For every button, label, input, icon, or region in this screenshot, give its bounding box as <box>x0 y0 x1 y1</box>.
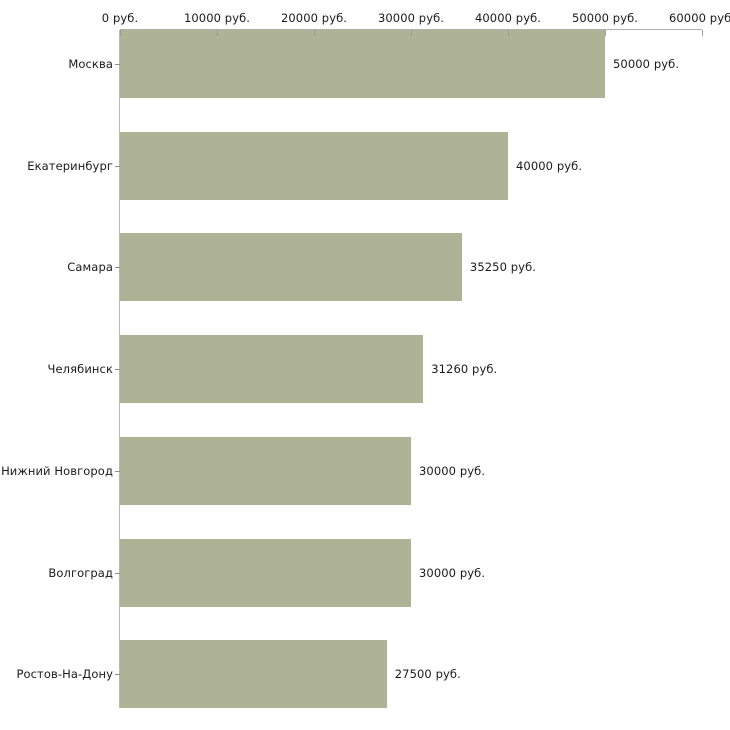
x-axis-tick <box>410 30 412 36</box>
bar[interactable] <box>120 436 411 505</box>
y-axis-spine-segment <box>119 606 120 709</box>
bar-value-label: 50000 руб. <box>613 57 680 71</box>
bar-value-label: 30000 руб. <box>419 463 486 478</box>
bar-value-label: 27500 руб. <box>394 667 461 682</box>
category-label: Екатеринбург <box>27 158 113 173</box>
x-axis-tick-label: 60000 руб. <box>668 11 730 25</box>
category-label: Москва <box>68 57 113 71</box>
y-axis-tick <box>115 674 120 675</box>
category-label: Нижний Новгород <box>1 463 113 478</box>
y-axis-spine-segment <box>119 97 120 200</box>
bar[interactable] <box>120 538 411 607</box>
category-label: Ростов-На-Дону <box>16 667 113 682</box>
bar-value-label: 40000 руб. <box>516 158 583 173</box>
category-label: Волгоград <box>48 565 113 580</box>
x-axis-tick-label: 40000 руб. <box>474 11 542 25</box>
x-axis-tick <box>507 30 509 36</box>
bar[interactable] <box>120 640 387 709</box>
x-axis-tick <box>604 30 606 36</box>
category-label: Челябинск <box>47 362 113 377</box>
y-axis-spine-segment <box>119 402 120 505</box>
x-axis-tick <box>216 30 218 36</box>
x-axis-tick <box>119 30 121 36</box>
x-axis-tick <box>701 30 703 36</box>
x-axis-tick-label: 20000 руб. <box>280 11 348 25</box>
y-axis-tick <box>115 267 120 268</box>
x-axis-tick-label: 10000 руб. <box>183 11 251 25</box>
y-axis-tick <box>115 64 120 65</box>
y-axis-tick <box>115 573 120 574</box>
y-axis-spine-segment <box>119 301 120 404</box>
y-axis-tick <box>115 471 120 472</box>
bar-value-label: 30000 руб. <box>419 565 486 580</box>
category-label: Самара <box>67 260 113 275</box>
bar[interactable] <box>120 335 424 404</box>
x-axis-tick-label: 50000 руб. <box>571 11 639 25</box>
y-axis-spine-segment <box>119 504 120 607</box>
x-axis-line <box>120 29 702 30</box>
y-axis-spine-segment <box>119 199 120 302</box>
bar[interactable] <box>120 131 508 200</box>
x-axis-tick <box>313 30 315 36</box>
y-axis-tick <box>115 369 120 370</box>
bar[interactable] <box>120 30 605 98</box>
bar[interactable] <box>120 233 462 302</box>
x-axis-tick-label: 30000 руб. <box>377 11 445 25</box>
y-axis-tick <box>115 166 120 167</box>
bar-value-label: 35250 руб. <box>469 260 537 275</box>
x-axis-tick-label: 0 руб. <box>101 11 139 25</box>
bar-value-label: 31260 руб. <box>431 362 498 377</box>
